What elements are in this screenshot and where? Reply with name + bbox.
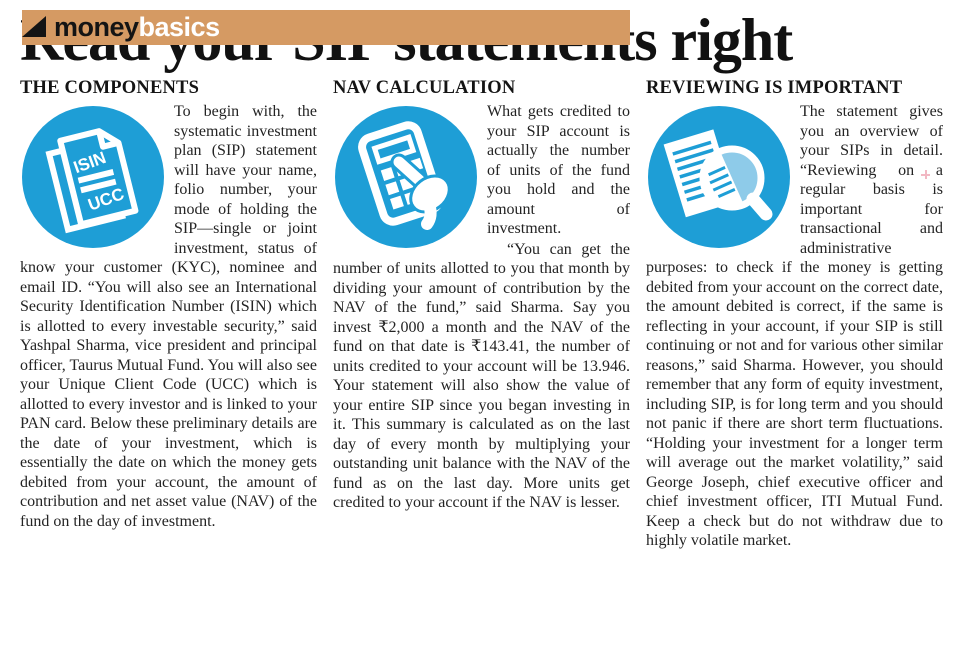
article-columns: THE COMPONENTS ISIN UCC To begin wi bbox=[20, 76, 943, 551]
column-components: THE COMPONENTS ISIN UCC To begin wi bbox=[20, 76, 317, 551]
magnifier-document-icon bbox=[646, 104, 792, 250]
column-heading: REVIEWING IS IMPORTANT bbox=[646, 78, 903, 98]
column-heading: NAV CALCULATION bbox=[333, 78, 516, 98]
column-heading: THE COMPONENTS bbox=[20, 78, 200, 98]
paragraph-text: The statement gives you an overview of y… bbox=[646, 103, 943, 549]
banner-word-money: money bbox=[54, 12, 139, 42]
isin-ucc-documents-icon: ISIN UCC bbox=[20, 104, 166, 250]
money-basics-banner: money basics bbox=[22, 10, 630, 45]
column-nav-calculation: NAV CALCULATION bbox=[333, 76, 630, 551]
column-paragraph: What gets credited to your SIP account i… bbox=[333, 102, 630, 248]
banner-word-basics: basics bbox=[138, 12, 221, 42]
triangle-icon bbox=[22, 15, 46, 37]
scan-registration-artifact bbox=[921, 170, 930, 179]
column-paragraph: The statement gives you an overview of y… bbox=[646, 102, 943, 551]
column-paragraph: “You can get the number of units allotte… bbox=[333, 240, 630, 513]
paragraph-text: To begin with, the systematic investment… bbox=[20, 103, 317, 530]
column-paragraph: ISIN UCC To begin with, the systematic i… bbox=[20, 102, 317, 531]
calculator-hand-icon bbox=[333, 104, 479, 250]
pointing-hand bbox=[390, 153, 451, 230]
column-reviewing: REVIEWING IS IMPORTANT bbox=[646, 76, 943, 551]
paragraph-text: What gets credited to your SIP account i… bbox=[487, 103, 630, 237]
paragraph-text: “You can get the number of units allotte… bbox=[333, 240, 630, 512]
